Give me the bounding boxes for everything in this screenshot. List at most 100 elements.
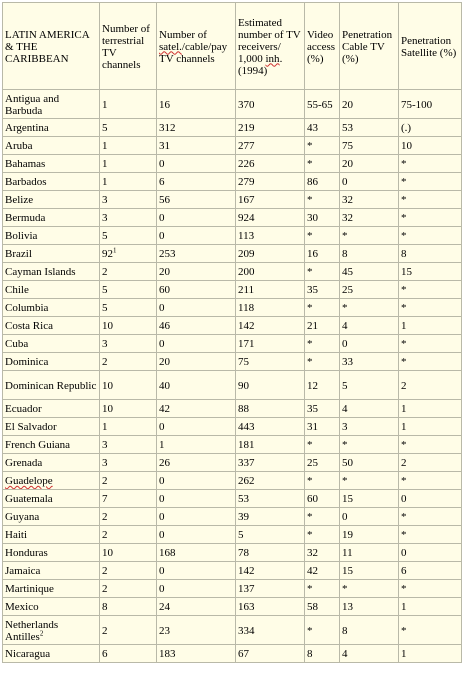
satel-channels-cell: 0 <box>156 334 236 353</box>
video-access-cell: * <box>304 615 340 645</box>
table-row: Ecuador 10 42 88 35 4 1 <box>2 399 462 418</box>
tv-receivers-cell-text: 88 <box>238 403 249 415</box>
satellite-penetration-cell: 1 <box>398 417 462 436</box>
table-row: Jamaica 2 0 142 42 15 6 <box>2 561 462 580</box>
cable-penetration-cell-text: * <box>342 475 348 487</box>
table-row: Antigua and Barbuda 1 16 370 55-65 20 75-100 <box>2 89 462 119</box>
terrestrial-channels-cell-text: 1 <box>102 421 108 433</box>
satellite-penetration-cell: * <box>398 579 462 598</box>
country-cell: Guadelope <box>2 471 100 490</box>
video-access-cell-text: 58 <box>307 601 318 613</box>
satellite-penetration-cell-text: 2 <box>401 379 407 392</box>
tv-receivers-cell: 118 <box>235 298 305 317</box>
satel-channels-cell: 0 <box>156 507 236 526</box>
country-cell-text: Haiti <box>5 529 27 541</box>
terrestrial-channels-cell: 1 <box>99 89 157 119</box>
cable-penetration-cell-text: 20 <box>342 158 353 170</box>
video-access-cell: * <box>304 507 340 526</box>
cable-penetration-cell: 53 <box>339 118 399 137</box>
terrestrial-channels-cell-text: 10 <box>102 547 113 559</box>
video-access-cell: * <box>304 471 340 490</box>
tv-receivers-cell-text: 219 <box>238 122 255 134</box>
video-access-cell: 55-65 <box>304 89 340 119</box>
video-access-cell-text: 60 <box>307 493 318 505</box>
terrestrial-channels-cell-text: 3 <box>102 194 108 206</box>
satellite-penetration-cell-text: 8 <box>401 248 407 260</box>
terrestrial-channels-cell: 2 <box>99 507 157 526</box>
satellite-penetration-cell: * <box>398 435 462 454</box>
video-access-cell-text: * <box>307 624 313 637</box>
satel-channels-cell: 24 <box>156 597 236 616</box>
table-row: Dominica 2 20 75 * 33 * <box>2 352 462 371</box>
terrestrial-channels-cell: 7 <box>99 489 157 508</box>
satellite-penetration-cell-text: 2 <box>401 457 407 469</box>
tv-receivers-cell-text: 5 <box>238 529 244 541</box>
table-row: Netherlands Antilles2 2 23 334 * 8 * <box>2 615 462 645</box>
terrestrial-channels-cell-text: 7 <box>102 493 108 505</box>
satellite-penetration-cell: * <box>398 190 462 209</box>
tv-receivers-cell-text: 90 <box>238 379 249 392</box>
country-cell-text: Antigua and Barbuda <box>5 92 60 117</box>
cable-penetration-cell-text: 13 <box>342 601 353 613</box>
tv-receivers-cell-text: 53 <box>238 493 249 505</box>
country-cell-text: Aruba <box>5 140 33 152</box>
tv-receivers-cell-text: 279 <box>238 176 255 188</box>
cable-penetration-cell-text: * <box>342 439 348 451</box>
satellite-penetration-cell-text: 0 <box>401 493 407 505</box>
video-access-cell-text: * <box>307 140 313 152</box>
terrestrial-channels-cell: 2 <box>99 471 157 490</box>
tv-receivers-cell-text: 334 <box>238 624 255 637</box>
tv-receivers-cell: 67 <box>235 644 305 663</box>
satellite-penetration-cell-text: * <box>401 529 407 541</box>
table-row: Brazil 921 253 209 16 8 8 <box>2 244 462 263</box>
satellite-penetration-cell-text: * <box>401 284 407 296</box>
video-access-cell-text: 86 <box>307 176 318 188</box>
terrestrial-channels-cell: 2 <box>99 579 157 598</box>
video-access-cell: 35 <box>304 280 340 299</box>
video-access-cell: 43 <box>304 118 340 137</box>
tv-receivers-cell-text: 142 <box>238 320 255 332</box>
satellite-penetration-cell-text: 6 <box>401 565 407 577</box>
tv-receivers-cell: 137 <box>235 579 305 598</box>
satellite-penetration-cell: 75-100 <box>398 89 462 119</box>
satel-channels-cell-text: 0 <box>159 421 165 433</box>
satel-channels-cell-text: 0 <box>159 493 165 505</box>
satel-channels-cell: 0 <box>156 226 236 245</box>
tv-receivers-cell: 262 <box>235 471 305 490</box>
satellite-penetration-cell-text: * <box>401 624 407 637</box>
cable-penetration-cell: * <box>339 579 399 598</box>
cable-penetration-cell: 8 <box>339 615 399 645</box>
video-access-cell: * <box>304 352 340 371</box>
terrestrial-channels-cell-text: 2 <box>102 356 108 368</box>
satel-channels-cell: 16 <box>156 89 236 119</box>
satellite-penetration-cell: 15 <box>398 262 462 281</box>
video-access-cell: * <box>304 190 340 209</box>
header-video-access: Video access (%) <box>304 2 340 90</box>
cable-penetration-cell-text: * <box>342 583 348 595</box>
tv-receivers-cell-text: 211 <box>238 284 255 296</box>
video-access-cell: * <box>304 226 340 245</box>
video-access-cell-text: * <box>307 338 313 350</box>
tv-receivers-cell-text: 226 <box>238 158 255 170</box>
satellite-penetration-cell-text: * <box>401 194 407 206</box>
table-row: Bahamas 1 0 226 * 20 * <box>2 154 462 173</box>
terrestrial-channels-cell: 2 <box>99 615 157 645</box>
table-row: Martinique 2 0 137 * * * <box>2 579 462 598</box>
satel-channels-cell-text: 253 <box>159 248 176 260</box>
video-access-cell-text: 16 <box>307 248 318 260</box>
video-access-cell: * <box>304 334 340 353</box>
cable-penetration-cell-text: 15 <box>342 493 353 505</box>
tv-receivers-cell: 334 <box>235 615 305 645</box>
satel-channels-cell: 31 <box>156 136 236 155</box>
terrestrial-channels-cell: 1 <box>99 154 157 173</box>
tv-receivers-cell-text: 443 <box>238 421 255 433</box>
terrestrial-channels-cell: 3 <box>99 208 157 227</box>
tv-receivers-cell-text: 209 <box>238 248 255 260</box>
video-access-cell-text: * <box>307 302 313 314</box>
cable-penetration-cell: * <box>339 435 399 454</box>
terrestrial-channels-cell: 10 <box>99 370 157 400</box>
tv-receivers-cell-text: 167 <box>238 194 255 206</box>
cable-penetration-cell: 15 <box>339 561 399 580</box>
tv-receivers-cell: 167 <box>235 190 305 209</box>
tv-receivers-cell-text: 370 <box>238 98 255 111</box>
